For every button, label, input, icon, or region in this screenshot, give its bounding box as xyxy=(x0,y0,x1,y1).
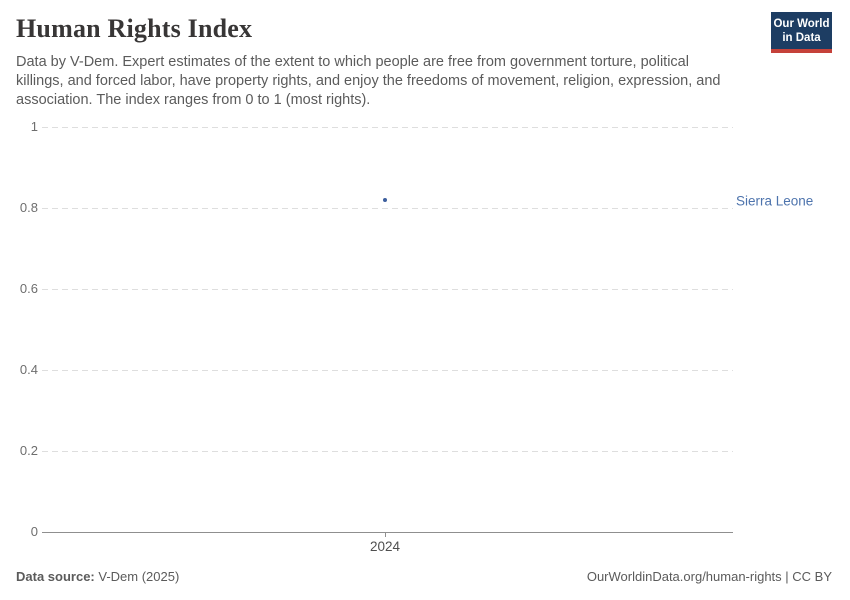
y-axis-tick-label: 0 xyxy=(30,524,38,539)
data-source-text: Data source: V-Dem (2025) xyxy=(16,569,179,584)
page-title: Human Rights Index xyxy=(16,14,253,43)
gridline xyxy=(42,127,733,128)
x-tick-mark xyxy=(385,532,386,537)
gridline xyxy=(42,370,733,371)
chart-subtitle: Data by V-Dem. Expert estimates of the e… xyxy=(16,54,721,108)
gridline xyxy=(42,289,733,290)
x-axis-tick-label: 2024 xyxy=(369,539,401,554)
gridline xyxy=(42,208,733,209)
x-axis-line xyxy=(42,532,733,533)
data-point[interactable] xyxy=(383,198,387,202)
owid-logo-line2: in Data xyxy=(782,31,821,44)
owid-logo-line1: Our World xyxy=(773,18,830,30)
credit-link[interactable]: OurWorldinData.org/human-rights | CC BY xyxy=(586,569,832,584)
gridline xyxy=(42,451,733,452)
data-source-value: V-Dem (2025) xyxy=(94,569,180,584)
y-axis-tick-label: 0.6 xyxy=(19,281,38,296)
owid-logo[interactable]: Our World in Data xyxy=(771,12,832,53)
y-axis-tick-label: 1 xyxy=(30,119,38,134)
entity-label[interactable]: Sierra Leone xyxy=(736,193,814,209)
data-source-label: Data source: xyxy=(16,569,95,584)
y-axis-tick-label: 0.8 xyxy=(19,200,38,215)
chart-footer: Data source: V-Dem (2025) OurWorldinData… xyxy=(16,569,832,584)
y-axis-tick-label: 0.4 xyxy=(19,362,38,377)
y-axis-tick-label: 0.2 xyxy=(19,443,38,458)
